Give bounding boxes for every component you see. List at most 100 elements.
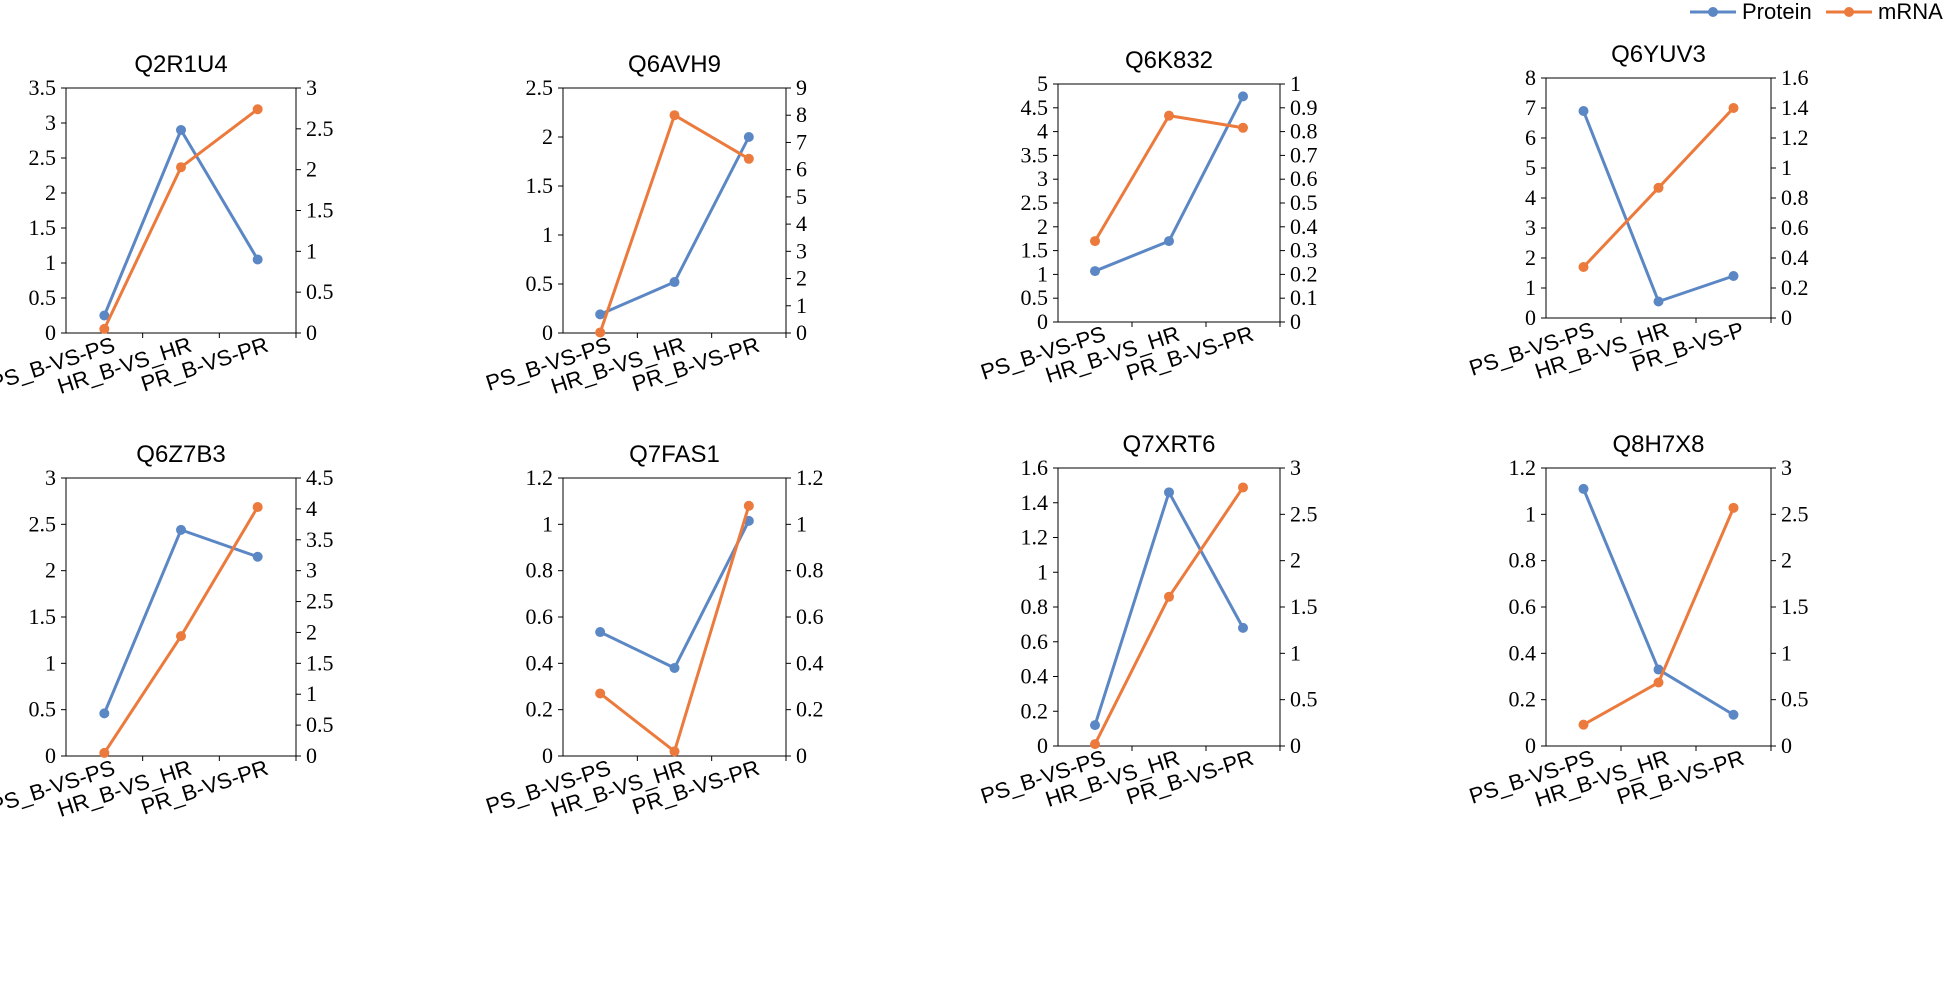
chart-title: Q7XRT6: [1123, 431, 1216, 458]
tick-label-left: 0.5: [1021, 285, 1049, 310]
chart-title: Q8H7X8: [1612, 431, 1704, 458]
tick-label-left: 2: [45, 180, 56, 205]
series-line-protein: [1582, 110, 1734, 303]
tick-label-right: 0.4: [796, 650, 824, 675]
chart-panel-Q8H7X8: Q8H7X800.20.40.60.811.200.511.522.53PS_B…: [1466, 431, 1808, 812]
tick-label-right: 4: [306, 496, 317, 521]
tick-label-right: 0: [796, 743, 807, 768]
tick-label-left: 1: [542, 511, 553, 536]
data-point-protein: [595, 309, 606, 320]
tick-label-right: 5: [796, 184, 807, 209]
data-point-mrna: [1090, 236, 1100, 247]
series-line-mrna: [1093, 114, 1244, 242]
tick-label-left: 2: [1525, 245, 1536, 270]
tick-label-left: 5: [1525, 155, 1536, 180]
tick-label-left: 1: [45, 650, 56, 675]
data-point-mrna: [595, 688, 606, 699]
tick-label-left: 1.4: [1021, 490, 1049, 515]
tick-label-left: 1.5: [1021, 238, 1049, 263]
data-point-protein: [99, 310, 110, 321]
tick-label-right: 0.2: [796, 697, 824, 722]
tick-label-left: 2.5: [29, 511, 57, 536]
tick-label-left: 0: [542, 743, 553, 768]
tick-label-left: 1: [1037, 261, 1048, 286]
tick-label-left: 0.4: [1021, 664, 1049, 689]
tick-label-right: 1: [1781, 640, 1792, 665]
tick-label-left: 4: [1037, 119, 1048, 144]
series-line-protein: [1093, 490, 1245, 726]
tick-label-left: 4.5: [1021, 95, 1049, 120]
tick-label-right: 2: [306, 157, 317, 182]
tick-label-right: 0.6: [796, 604, 824, 629]
tick-label-right: 0: [796, 320, 807, 345]
data-point-protein: [1578, 106, 1589, 116]
chart-title: Q7FAS1: [629, 441, 720, 468]
chart-panel-Q7XRT6: Q7XRT6 0 0.2 0.4 0.6 0.8 1 1.2 1.4 1.6 0 0.5 1 1.5 2 2.…: [978, 431, 1318, 812]
tick-label-right: 9: [796, 75, 807, 100]
series-line-mrna: [103, 506, 259, 754]
tick-label-right: 2: [1290, 548, 1301, 573]
tick-label-right: 0: [1781, 305, 1792, 330]
tick-label-left: 3: [1037, 166, 1048, 191]
tick-label-right: 0: [1290, 309, 1301, 334]
tick-label-right: 2.5: [306, 116, 334, 141]
tick-label-left: 0.6: [1021, 629, 1049, 654]
tick-label-right: 3: [1781, 455, 1792, 480]
data-point-mrna: [743, 500, 754, 511]
tick-label-left: 3.5: [1021, 142, 1049, 167]
data-point-mrna: [252, 502, 263, 513]
data-point-mrna: [1090, 739, 1100, 750]
series-line-mrna: [1093, 486, 1245, 745]
plot-area: [65, 87, 297, 334]
data-point-protein: [176, 125, 186, 135]
data-point-protein: [1238, 91, 1248, 102]
data-point-mrna: [1238, 482, 1248, 493]
tick-label-right: 1: [1781, 155, 1792, 180]
tick-label-left: 0.2: [1509, 687, 1537, 712]
chart-panel-Q2R1U4: Q2R1U400.511.522.533.500.511.522.53PS_B-…: [0, 51, 334, 399]
tick-label-right: 0: [306, 320, 317, 345]
data-point-mrna: [669, 110, 680, 121]
chart-panel-Q6YUV3: Q6YUV301234567800.20.40.60.811.21.41.6PS…: [1466, 41, 1808, 384]
tick-label-right: 2: [306, 619, 317, 644]
tick-label-left: 1: [1525, 501, 1536, 526]
tick-label-left: 3: [45, 110, 56, 135]
tick-label-left: 2: [45, 558, 56, 583]
tick-label-left: 2.5: [526, 75, 554, 100]
data-point-protein: [1728, 709, 1739, 720]
tick-label-right: 1.4: [1781, 95, 1809, 120]
tick-label-left: 2: [1037, 214, 1048, 239]
tick-label-right: 3: [306, 558, 317, 583]
tick-label-right: 0.8: [1781, 185, 1809, 210]
tick-label-left: 1.5: [29, 215, 57, 240]
data-point-protein: [1164, 236, 1174, 247]
tick-label-right: 1: [306, 681, 317, 706]
tick-label-right: 1.6: [1781, 65, 1809, 90]
data-point-protein: [1090, 720, 1100, 731]
tick-label-left: 3: [45, 465, 56, 490]
tick-label-right: 0.2: [1781, 275, 1809, 300]
tick-label-left: 0: [1525, 733, 1536, 758]
tick-label-right: 7: [796, 129, 807, 154]
data-point-protein: [669, 277, 680, 288]
series-line-protein: [102, 128, 259, 317]
data-point-mrna: [1653, 182, 1664, 193]
tick-label-right: 0.3: [1290, 238, 1318, 263]
data-point-mrna: [252, 104, 263, 115]
tick-label-right: 0.2: [1290, 261, 1318, 286]
legend-label-protein: Protein: [1742, 0, 1812, 24]
tick-label-right: 0.5: [1290, 190, 1318, 215]
tick-label-left: 1.2: [526, 465, 554, 490]
tick-label-left: 2: [542, 124, 553, 149]
tick-label-right: 0.6: [1290, 166, 1318, 191]
chart-title: Q6Z7B3: [136, 441, 225, 468]
tick-label-right: 0.8: [796, 558, 824, 583]
legend-marker-protein: [1708, 7, 1718, 17]
tick-label-right: 1: [1290, 71, 1301, 96]
chart-panel-Q6K832: Q6K83200.511.522.533.544.5500.10.20.30.4…: [978, 47, 1318, 388]
tick-label-right: 1.5: [306, 198, 334, 223]
tick-label-left: 0.8: [1509, 548, 1537, 573]
data-point-mrna: [743, 153, 754, 164]
series-line-protein: [102, 528, 259, 714]
